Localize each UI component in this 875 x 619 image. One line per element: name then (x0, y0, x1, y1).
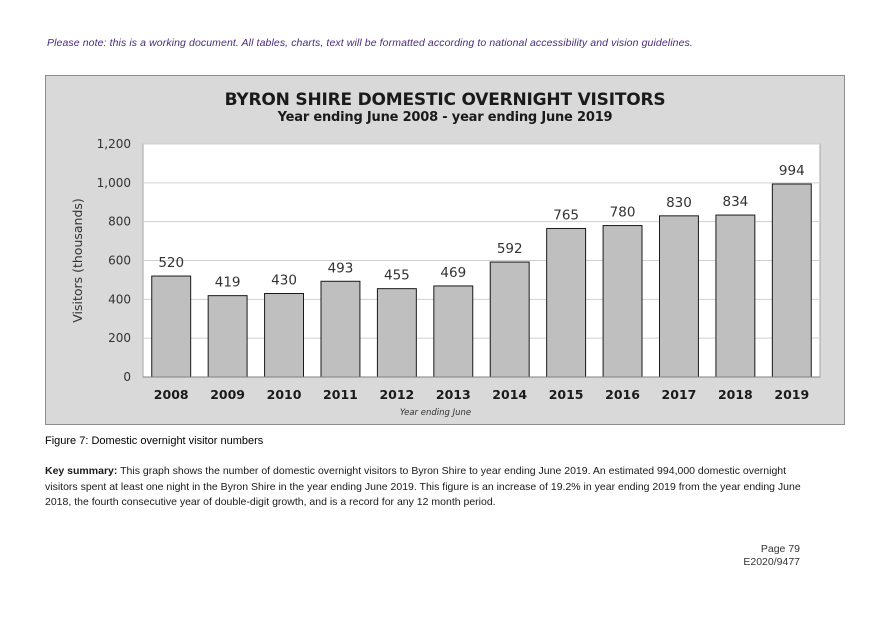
y-tick-label: 800 (108, 215, 131, 229)
bar (771, 183, 812, 378)
bar (433, 285, 474, 378)
x-tick-label: 2010 (267, 387, 302, 402)
data-label: 780 (610, 205, 636, 221)
bar-chart: 0 200 400 600 800 1,000 1,200 520 2008 419 2009 430… (70, 137, 821, 418)
bar (546, 227, 587, 378)
data-label: 455 (384, 268, 410, 284)
y-tick-label: 1,200 (97, 137, 131, 151)
y-tick-label: 1,000 (97, 176, 131, 190)
bar (320, 280, 361, 378)
data-label: 493 (328, 260, 354, 276)
chart-frame: BYRON SHIRE DOMESTIC OVERNIGHT VISITORS … (45, 75, 845, 425)
data-label: 419 (215, 275, 241, 291)
x-tick-label: 2008 (154, 387, 189, 402)
x-tick-label: 2016 (605, 387, 640, 402)
key-summary-label: Key summary: (45, 465, 118, 477)
bar (715, 214, 756, 378)
y-tick-label: 0 (123, 370, 131, 384)
bar (658, 215, 699, 378)
y-tick-label: 600 (108, 254, 131, 268)
page-number: Page 79 (760, 543, 800, 555)
x-tick-label: 2018 (718, 387, 753, 402)
y-axis-label: Visitors (thousands) (70, 198, 85, 323)
x-tick-label: 2009 (210, 387, 245, 402)
bar (602, 225, 643, 378)
data-label: 520 (158, 255, 184, 271)
bar (264, 293, 305, 378)
x-tick-label: 2017 (662, 387, 697, 402)
figure-caption: Figure 7: Domestic overnight visitor num… (45, 435, 264, 447)
x-tick-label: 2011 (323, 387, 358, 402)
chart-title: BYRON SHIRE DOMESTIC OVERNIGHT VISITORS (224, 90, 666, 110)
data-label: 430 (271, 273, 297, 289)
x-tick-label: 2013 (436, 387, 471, 402)
data-label: 834 (722, 194, 748, 210)
y-tick-label: 400 (108, 292, 131, 306)
bar (489, 261, 530, 378)
document-reference: E2020/9477 (743, 556, 800, 568)
data-label: 469 (440, 265, 466, 281)
x-tick-label: 2019 (774, 387, 809, 402)
y-tick-label: 200 (108, 331, 131, 345)
page-footer: Page 79 E2020/9477 (743, 543, 800, 569)
x-tick-label: 2012 (379, 387, 414, 402)
bar (376, 288, 417, 378)
accessibility-note: Please note: this is a working document.… (47, 37, 693, 49)
x-tick-label: 2015 (549, 387, 584, 402)
data-label: 592 (497, 241, 523, 257)
x-tick-label: 2014 (492, 387, 527, 402)
data-label: 994 (779, 163, 805, 179)
x-axis-label: Year ending June (400, 408, 471, 418)
key-summary-text: This graph shows the number of domestic … (45, 465, 801, 508)
data-label: 830 (666, 195, 692, 211)
data-label: 765 (553, 207, 579, 223)
chart-subtitle: Year ending June 2008 - year ending June… (277, 110, 613, 125)
bar (207, 295, 248, 378)
key-summary: Key summary: This graph shows the number… (45, 464, 805, 511)
bar (151, 275, 192, 378)
